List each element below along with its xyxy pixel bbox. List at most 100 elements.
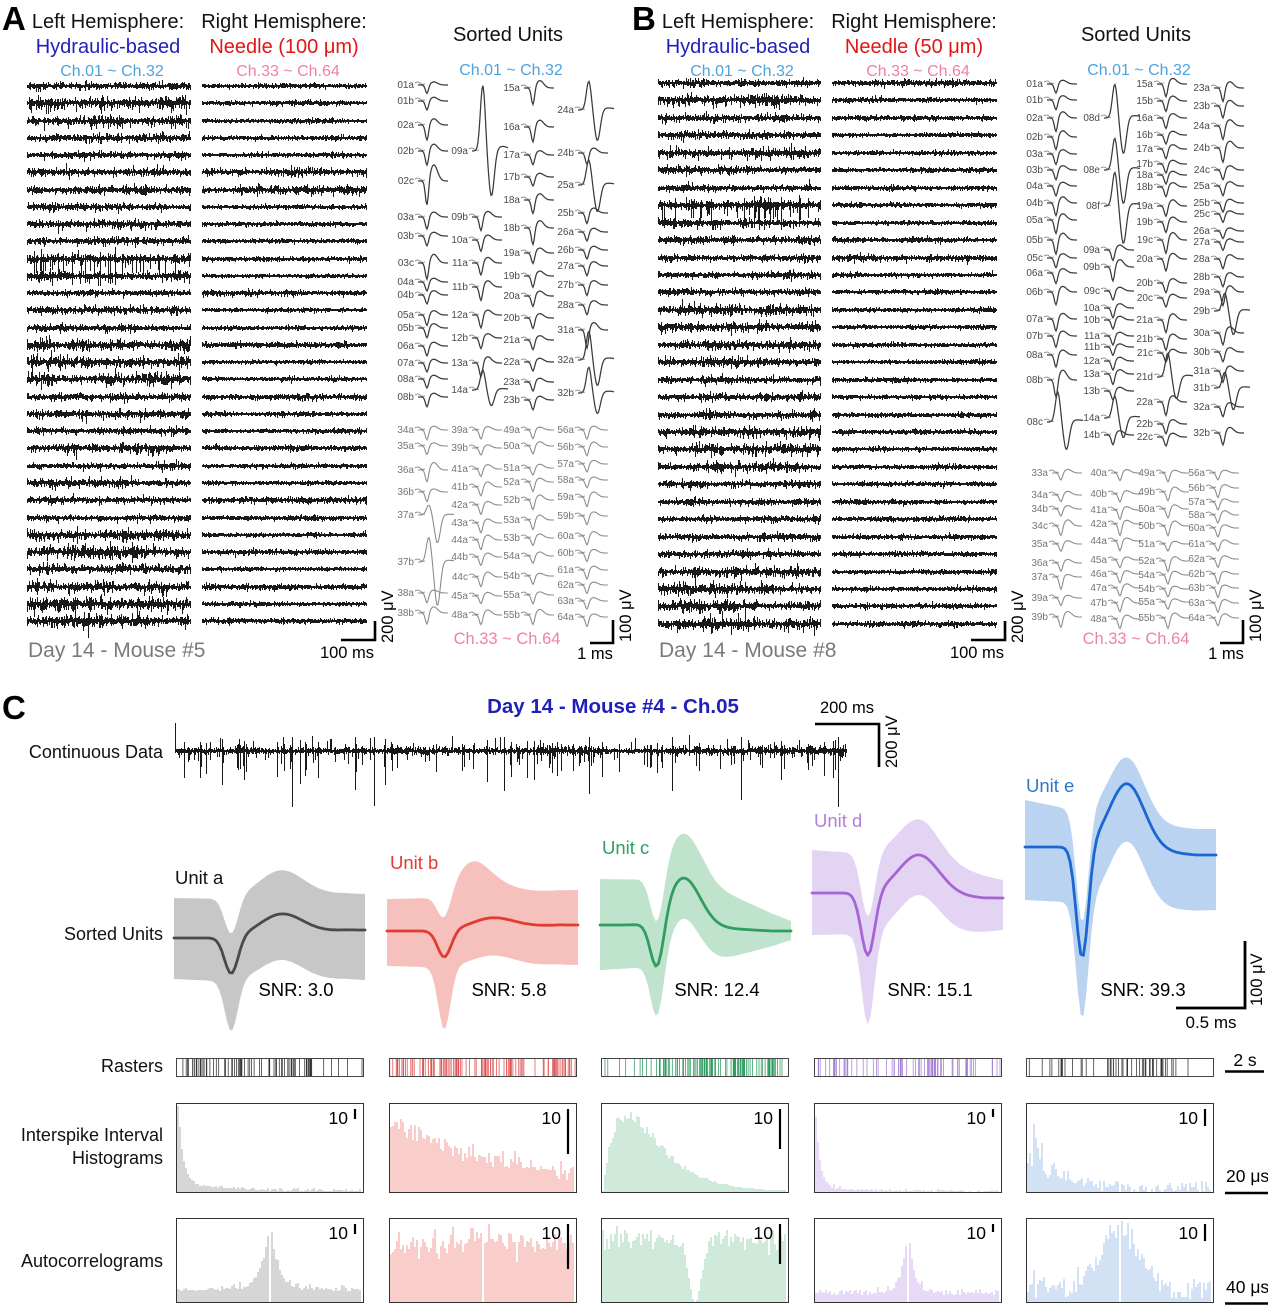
svg-text:32b: 32b xyxy=(1193,428,1210,439)
svg-text:01b: 01b xyxy=(397,96,414,107)
svg-text:41a: 41a xyxy=(1090,505,1107,516)
svg-text:05b: 05b xyxy=(1026,235,1043,246)
svg-text:44c: 44c xyxy=(452,572,468,583)
svg-text:17b: 17b xyxy=(503,172,520,183)
svg-text:54b: 54b xyxy=(1138,584,1155,595)
svg-text:Day 14 - Mouse #8: Day 14 - Mouse #8 xyxy=(659,639,836,662)
svg-text:01b: 01b xyxy=(1026,95,1043,106)
svg-text:25a: 25a xyxy=(1193,181,1210,192)
svg-text:56a: 56a xyxy=(1188,468,1205,479)
svg-text:33a: 33a xyxy=(1031,468,1048,479)
svg-text:39b: 39b xyxy=(1031,612,1048,623)
svg-text:16b: 16b xyxy=(1136,130,1153,141)
svg-text:21d: 21d xyxy=(1136,372,1153,383)
svg-text:10a: 10a xyxy=(451,235,468,246)
svg-text:35a: 35a xyxy=(397,441,414,452)
svg-text:11a: 11a xyxy=(1084,331,1100,342)
svg-text:42a: 42a xyxy=(451,500,468,511)
svg-text:39a: 39a xyxy=(451,425,468,436)
svg-text:46a: 46a xyxy=(1090,569,1107,580)
svg-text:13b: 13b xyxy=(1083,386,1100,397)
svg-text:40a: 40a xyxy=(1090,468,1107,479)
svg-text:19a: 19a xyxy=(503,248,520,259)
svg-text:20a: 20a xyxy=(1136,254,1153,265)
svg-text:62a: 62a xyxy=(1188,554,1205,565)
svg-text:28b: 28b xyxy=(1193,272,1210,283)
svg-text:36a: 36a xyxy=(397,465,414,476)
svg-text:SNR: 15.1: SNR: 15.1 xyxy=(887,979,972,1000)
svg-text:42a: 42a xyxy=(1090,519,1107,530)
svg-text:22a: 22a xyxy=(1136,397,1153,408)
svg-text:09a: 09a xyxy=(451,146,468,157)
svg-text:19c: 19c xyxy=(1137,235,1153,246)
svg-text:18a: 18a xyxy=(503,195,520,206)
svg-text:04b: 04b xyxy=(1026,198,1043,209)
svg-text:07a: 07a xyxy=(397,358,414,369)
svg-text:Unit d: Unit d xyxy=(814,810,862,831)
svg-text:22a: 22a xyxy=(503,357,520,368)
svg-text:23a: 23a xyxy=(1193,83,1210,94)
svg-text:26b: 26b xyxy=(557,245,574,256)
svg-text:Sorted Units: Sorted Units xyxy=(1081,24,1191,46)
svg-text:32a: 32a xyxy=(557,355,574,366)
svg-text:36b: 36b xyxy=(397,487,414,498)
svg-text:36a: 36a xyxy=(1031,558,1048,569)
svg-text:SNR: 12.4: SNR: 12.4 xyxy=(674,979,759,1000)
svg-text:100 ms: 100 ms xyxy=(320,644,374,662)
svg-text:25b: 25b xyxy=(1193,198,1210,209)
svg-text:53a: 53a xyxy=(503,515,520,526)
svg-text:31a: 31a xyxy=(1193,366,1210,377)
svg-text:57a: 57a xyxy=(557,459,574,470)
svg-text:13a: 13a xyxy=(451,358,468,369)
svg-text:10: 10 xyxy=(1179,1108,1199,1128)
svg-text:Unit a: Unit a xyxy=(175,867,224,888)
svg-text:24c: 24c xyxy=(1194,165,1210,176)
svg-text:04b: 04b xyxy=(397,290,414,301)
svg-text:49b: 49b xyxy=(1138,487,1155,498)
svg-text:Hydraulic-based: Hydraulic-based xyxy=(36,36,181,58)
svg-text:Needle (100 μm): Needle (100 μm) xyxy=(209,36,358,58)
svg-text:200 μV: 200 μV xyxy=(1009,590,1027,643)
svg-text:Ch.01 ~ Ch.32: Ch.01 ~ Ch.32 xyxy=(690,63,794,80)
svg-text:12b: 12b xyxy=(451,333,468,344)
svg-text:10b: 10b xyxy=(1083,315,1100,326)
svg-text:02b: 02b xyxy=(1026,132,1043,143)
svg-text:37a: 37a xyxy=(397,510,414,521)
svg-text:60a: 60a xyxy=(1188,523,1205,534)
svg-text:45a: 45a xyxy=(451,591,468,602)
svg-text:200 μV: 200 μV xyxy=(883,715,901,768)
svg-text:04a: 04a xyxy=(397,277,414,288)
svg-text:56b: 56b xyxy=(557,442,574,453)
svg-text:18a: 18a xyxy=(1136,170,1153,181)
svg-text:10: 10 xyxy=(542,1223,562,1243)
svg-text:47b: 47b xyxy=(1090,598,1107,609)
svg-text:28a: 28a xyxy=(557,300,574,311)
svg-text:B: B xyxy=(632,0,656,37)
svg-text:09b: 09b xyxy=(1083,262,1100,273)
svg-text:34a: 34a xyxy=(397,425,414,436)
svg-text:62a: 62a xyxy=(557,580,574,591)
svg-text:Unit b: Unit b xyxy=(390,852,438,873)
svg-text:06a: 06a xyxy=(1026,268,1043,279)
svg-text:03b: 03b xyxy=(1026,165,1043,176)
svg-text:41b: 41b xyxy=(451,482,468,493)
svg-text:39a: 39a xyxy=(1031,593,1048,604)
svg-text:25b: 25b xyxy=(557,208,574,219)
svg-text:38b: 38b xyxy=(397,608,414,619)
svg-text:02b: 02b xyxy=(397,146,414,157)
svg-text:17a: 17a xyxy=(503,150,520,161)
svg-text:37b: 37b xyxy=(397,557,414,568)
svg-text:07b: 07b xyxy=(1026,331,1043,342)
svg-text:34c: 34c xyxy=(1032,521,1048,532)
svg-text:08b: 08b xyxy=(1026,375,1043,386)
svg-text:63a: 63a xyxy=(557,596,574,607)
svg-text:Continuous Data: Continuous Data xyxy=(29,742,164,762)
svg-text:43a: 43a xyxy=(451,518,468,529)
svg-text:21a: 21a xyxy=(503,335,520,346)
svg-text:32b: 32b xyxy=(557,388,574,399)
svg-text:SNR: 5.8: SNR: 5.8 xyxy=(471,979,546,1000)
svg-text:27a: 27a xyxy=(557,261,574,272)
svg-text:21a: 21a xyxy=(1136,315,1153,326)
svg-text:17a: 17a xyxy=(1136,144,1153,155)
svg-text:18b: 18b xyxy=(503,223,520,234)
